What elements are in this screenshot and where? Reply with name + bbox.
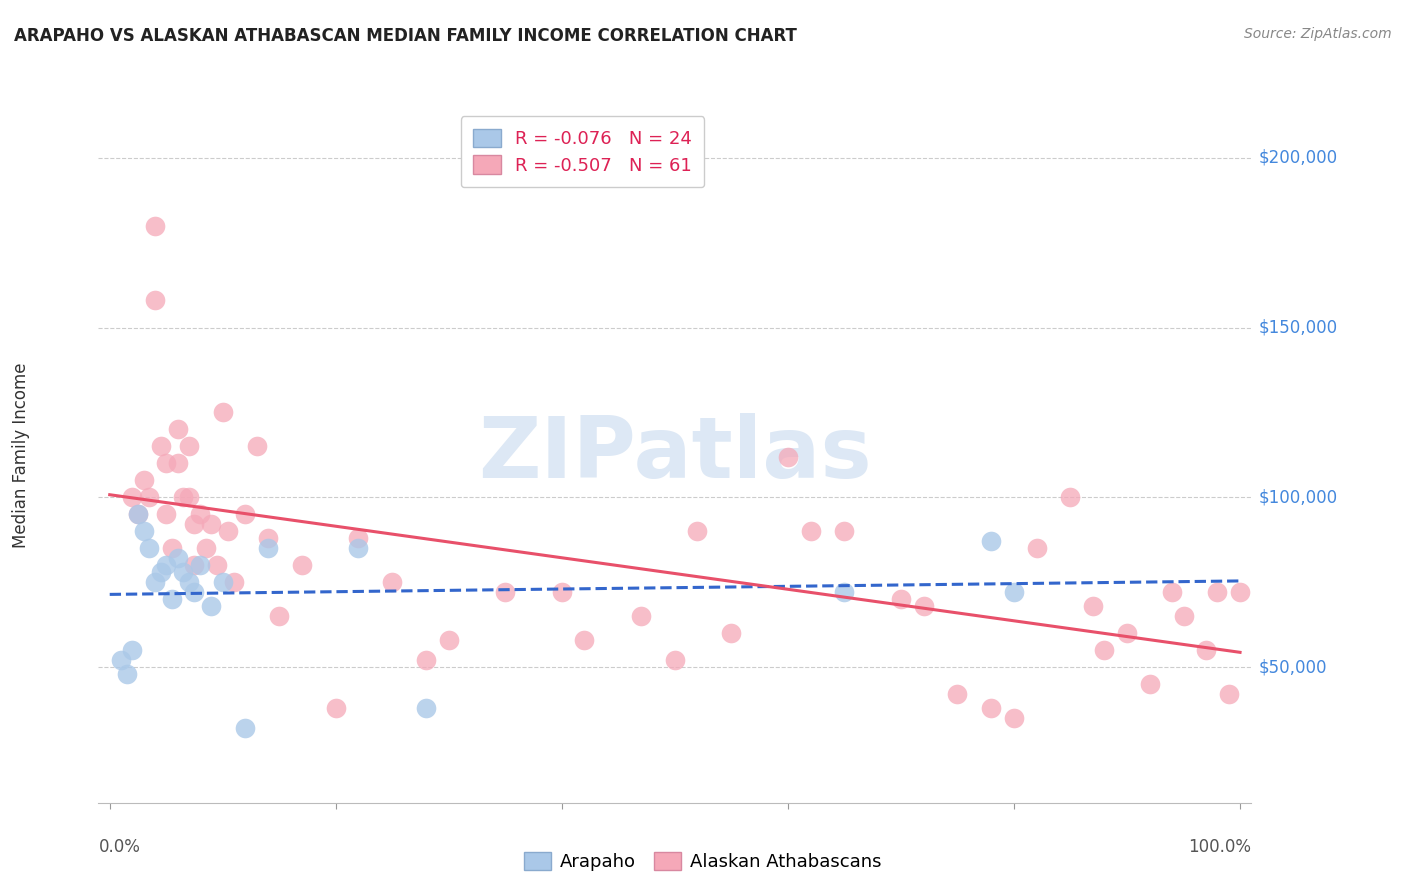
Legend: R = -0.076   N = 24, R = -0.507   N = 61: R = -0.076 N = 24, R = -0.507 N = 61 xyxy=(461,116,704,187)
Point xyxy=(177,491,200,505)
Text: Median Family Income: Median Family Income xyxy=(13,362,30,548)
Point xyxy=(291,558,314,573)
Point xyxy=(381,575,404,590)
Point xyxy=(143,219,166,233)
Text: 100.0%: 100.0% xyxy=(1188,838,1251,856)
Text: ARAPAHO VS ALASKAN ATHABASCAN MEDIAN FAMILY INCOME CORRELATION CHART: ARAPAHO VS ALASKAN ATHABASCAN MEDIAN FAM… xyxy=(14,27,797,45)
Point xyxy=(177,575,200,590)
Point xyxy=(188,508,211,522)
Point xyxy=(132,474,155,488)
Point xyxy=(160,592,183,607)
Point xyxy=(127,508,149,522)
Point xyxy=(1059,491,1081,505)
Point xyxy=(217,524,239,539)
Point xyxy=(143,575,166,590)
Point xyxy=(166,551,188,566)
Point xyxy=(121,491,143,505)
Point xyxy=(172,565,194,579)
Point xyxy=(437,632,460,647)
Point xyxy=(834,585,856,599)
Point xyxy=(143,293,166,308)
Point xyxy=(188,558,211,573)
Point xyxy=(115,666,138,681)
Point xyxy=(166,422,188,436)
Point xyxy=(415,653,437,667)
Point xyxy=(177,439,200,453)
Point xyxy=(1195,643,1218,657)
Point xyxy=(172,491,194,505)
Point xyxy=(155,558,177,573)
Point xyxy=(205,558,228,573)
Point xyxy=(222,575,245,590)
Point xyxy=(194,541,217,556)
Point xyxy=(235,508,257,522)
Point xyxy=(235,721,257,735)
Point xyxy=(1206,585,1229,599)
Point xyxy=(1218,687,1240,701)
Point xyxy=(166,457,188,471)
Point xyxy=(551,585,574,599)
Point xyxy=(127,508,149,522)
Text: ZIPatlas: ZIPatlas xyxy=(478,413,872,497)
Point xyxy=(200,517,222,532)
Point xyxy=(1002,585,1025,599)
Point xyxy=(183,517,205,532)
Point xyxy=(776,450,799,464)
Point xyxy=(1161,585,1184,599)
Point xyxy=(160,541,183,556)
Point xyxy=(149,439,172,453)
Point xyxy=(946,687,969,701)
Point xyxy=(200,599,222,613)
Point xyxy=(574,632,596,647)
Point xyxy=(1139,677,1161,691)
Point xyxy=(799,524,821,539)
Point xyxy=(347,531,370,545)
Point xyxy=(686,524,709,539)
Point xyxy=(630,609,652,624)
Point xyxy=(834,524,856,539)
Text: $100,000: $100,000 xyxy=(1258,488,1337,507)
Point xyxy=(1081,599,1104,613)
Point xyxy=(110,653,132,667)
Point xyxy=(269,609,291,624)
Point xyxy=(325,700,347,714)
Point xyxy=(415,700,437,714)
Text: 0.0%: 0.0% xyxy=(98,838,141,856)
Point xyxy=(347,541,370,556)
Point xyxy=(149,565,172,579)
Point xyxy=(1092,643,1115,657)
Point xyxy=(720,626,742,640)
Point xyxy=(138,541,160,556)
Point xyxy=(211,405,233,419)
Text: $150,000: $150,000 xyxy=(1258,318,1337,336)
Point xyxy=(132,524,155,539)
Point xyxy=(257,531,280,545)
Point xyxy=(121,643,143,657)
Text: $200,000: $200,000 xyxy=(1258,149,1337,167)
Point xyxy=(980,700,1002,714)
Point xyxy=(155,508,177,522)
Point xyxy=(257,541,280,556)
Legend: Arapaho, Alaskan Athabascans: Arapaho, Alaskan Athabascans xyxy=(517,845,889,879)
Point xyxy=(1229,585,1251,599)
Text: Source: ZipAtlas.com: Source: ZipAtlas.com xyxy=(1244,27,1392,41)
Point xyxy=(183,558,205,573)
Point xyxy=(1173,609,1195,624)
Point xyxy=(138,491,160,505)
Text: $50,000: $50,000 xyxy=(1258,658,1327,676)
Point xyxy=(211,575,233,590)
Point xyxy=(183,585,205,599)
Point xyxy=(912,599,935,613)
Point xyxy=(155,457,177,471)
Point xyxy=(1025,541,1047,556)
Point xyxy=(890,592,912,607)
Point xyxy=(1002,711,1025,725)
Point xyxy=(664,653,686,667)
Point xyxy=(980,534,1002,549)
Point xyxy=(1116,626,1139,640)
Point xyxy=(246,439,269,453)
Point xyxy=(494,585,516,599)
